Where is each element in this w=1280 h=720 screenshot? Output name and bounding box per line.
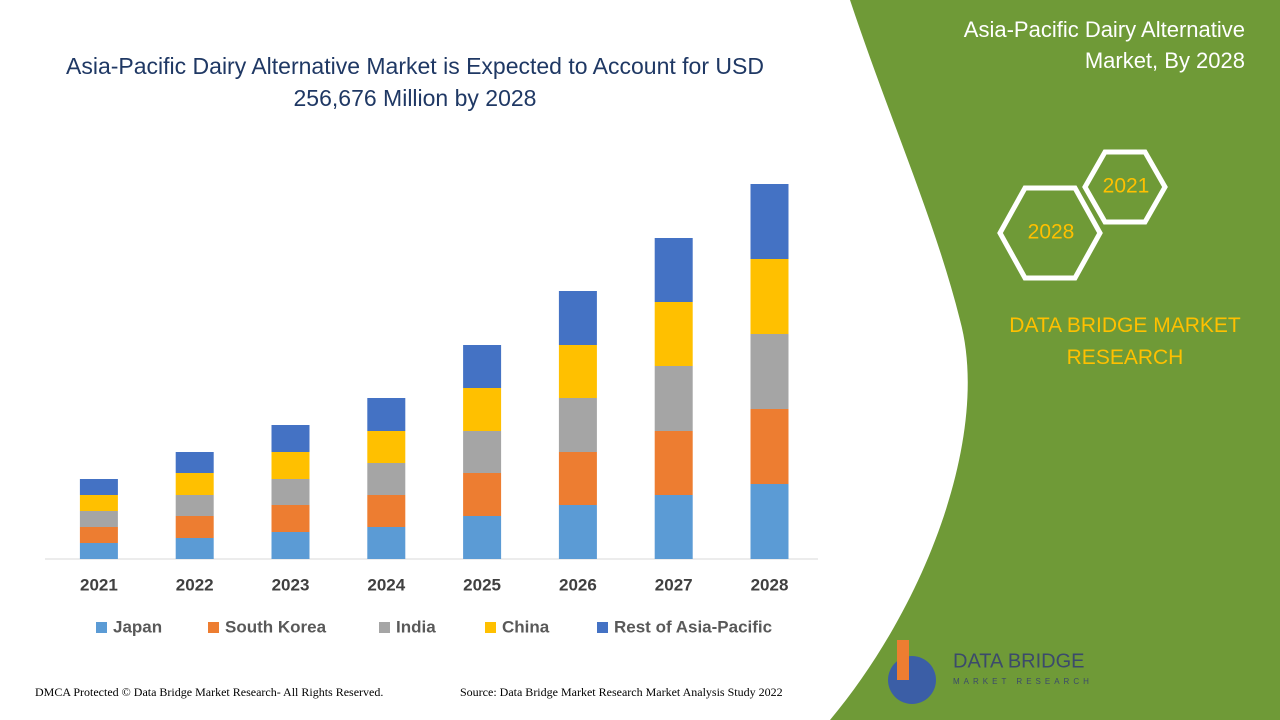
bar-segment xyxy=(654,302,693,366)
logo-mark xyxy=(888,656,936,704)
hex-label: 2021 xyxy=(1103,175,1150,198)
side-title-box: Asia-Pacific Dairy Alternative Market, B… xyxy=(963,17,1245,73)
bar-segment xyxy=(750,184,789,259)
bar-segment xyxy=(175,452,214,473)
hexagon xyxy=(1082,149,1168,225)
bar-segment xyxy=(271,452,310,479)
x-tick-label: 2025 xyxy=(463,575,501,594)
bar-segment xyxy=(558,452,597,505)
source: Source: Data Bridge Market Research Mark… xyxy=(460,685,783,699)
bar-segment xyxy=(367,431,406,463)
bar-segment xyxy=(654,366,693,431)
bar-segment xyxy=(175,516,214,538)
bar-segment xyxy=(271,532,310,559)
bar-segment xyxy=(750,409,789,484)
legend-label: South Korea xyxy=(225,617,327,636)
bar-segment xyxy=(463,431,502,473)
bar-segment xyxy=(367,463,406,495)
bar-segment xyxy=(463,388,502,431)
bar-segment xyxy=(367,398,406,431)
bar-segment xyxy=(463,345,502,388)
legend-swatch xyxy=(485,622,496,633)
side-panel-bg xyxy=(830,0,1280,720)
bar-segment xyxy=(79,527,118,543)
bar-segment xyxy=(558,398,597,452)
hexagon xyxy=(997,185,1103,281)
x-tick-label: 2023 xyxy=(272,575,310,594)
brand-text: DATA BRIDGE MARKET RESEARCH xyxy=(1009,314,1241,369)
side-title: Asia-Pacific Dairy Alternative Market, B… xyxy=(963,17,1245,73)
logo-mark xyxy=(897,640,909,680)
bar-segment xyxy=(558,291,597,345)
bar-segment xyxy=(463,473,502,516)
bar-segment xyxy=(654,431,693,495)
legend-swatch xyxy=(208,622,219,633)
bar-segment xyxy=(654,495,693,559)
bar-segment xyxy=(271,505,310,532)
legend-label: India xyxy=(396,617,436,636)
bar-segment xyxy=(367,527,406,559)
bar-segment xyxy=(558,345,597,398)
legend-label: China xyxy=(502,617,550,636)
bar-segment xyxy=(750,484,789,559)
legend-label: Rest of Asia-Pacific xyxy=(614,617,772,636)
bar-segment xyxy=(79,511,118,527)
x-tick-label: 2026 xyxy=(559,575,597,594)
logo-name: DATA BRIDGE xyxy=(953,650,1085,672)
title-box: Asia-Pacific Dairy Alternative Market is… xyxy=(66,53,764,111)
bar-segment xyxy=(750,259,789,334)
bar-segment xyxy=(654,238,693,302)
x-tick-label: 2022 xyxy=(176,575,214,594)
x-tick-label: 2027 xyxy=(655,575,693,594)
x-tick-label: 2028 xyxy=(751,575,789,594)
brand-box: DATA BRIDGE MARKET RESEARCH xyxy=(1009,314,1241,369)
bar-segment xyxy=(271,479,310,505)
legend-label: Japan xyxy=(113,617,162,636)
plot: 2021 2022 2023 2024 2025 2026 2027 2028 Japan Sou… xyxy=(79,184,789,636)
x-tick-label: 2024 xyxy=(367,575,405,594)
bar-segment xyxy=(558,505,597,559)
bar-segment xyxy=(175,473,214,495)
logo-tagline: MARKET RESEARCH xyxy=(953,677,1093,686)
bar-segment xyxy=(79,543,118,559)
legend-swatch xyxy=(96,622,107,633)
copyright: DMCA Protected © Data Bridge Market Rese… xyxy=(35,685,383,699)
legend-swatch xyxy=(379,622,390,633)
legend-swatch xyxy=(597,622,608,633)
bar-segment xyxy=(271,425,310,452)
bar-segment xyxy=(79,479,118,495)
bar-segment xyxy=(367,495,406,527)
bar-segment xyxy=(79,495,118,511)
x-tick-label: 2021 xyxy=(80,575,118,594)
bar-segment xyxy=(175,538,214,559)
hex-label: 2028 xyxy=(1028,221,1075,244)
bar-segment xyxy=(750,334,789,409)
bar-segment xyxy=(175,495,214,516)
chart-title: Asia-Pacific Dairy Alternative Market is… xyxy=(66,53,764,111)
bar-segment xyxy=(463,516,502,559)
